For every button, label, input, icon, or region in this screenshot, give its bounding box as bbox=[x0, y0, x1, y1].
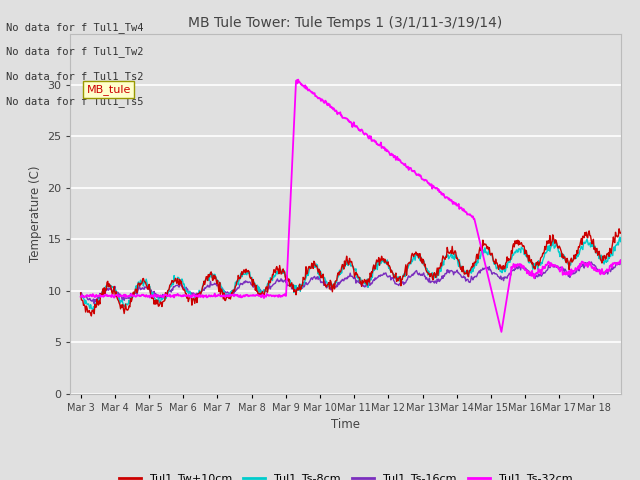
Text: No data for f Tul1_Ts5: No data for f Tul1_Ts5 bbox=[6, 96, 144, 108]
Text: MB_tule: MB_tule bbox=[86, 84, 131, 95]
Text: No data for f Tul1_Tw2: No data for f Tul1_Tw2 bbox=[6, 47, 144, 58]
Text: No data for f Tul1_Ts2: No data for f Tul1_Ts2 bbox=[6, 72, 144, 83]
Y-axis label: Temperature (C): Temperature (C) bbox=[29, 165, 42, 262]
Legend: Tul1_Tw+10cm, Tul1_Ts-8cm, Tul1_Ts-16cm, Tul1_Ts-32cm: Tul1_Tw+10cm, Tul1_Ts-8cm, Tul1_Ts-16cm,… bbox=[115, 469, 577, 480]
Title: MB Tule Tower: Tule Temps 1 (3/1/11-3/19/14): MB Tule Tower: Tule Temps 1 (3/1/11-3/19… bbox=[188, 16, 503, 30]
Text: No data for f Tul1_Tw4: No data for f Tul1_Tw4 bbox=[6, 22, 144, 33]
X-axis label: Time: Time bbox=[331, 418, 360, 431]
